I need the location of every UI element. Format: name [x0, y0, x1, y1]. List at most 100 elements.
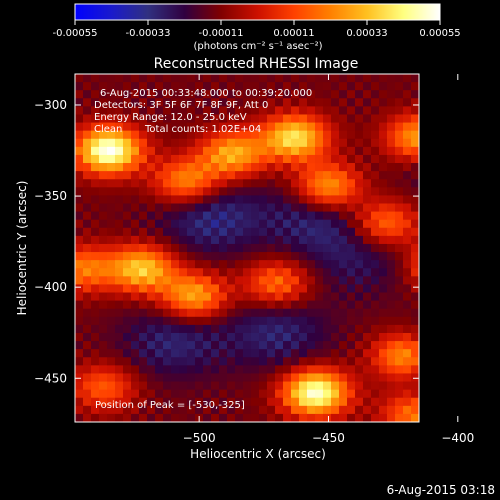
heatmap-cell	[251, 211, 260, 221]
heatmap-cell	[387, 106, 396, 115]
heatmap-cell	[339, 341, 348, 350]
heatmap-cell	[363, 203, 372, 212]
heatmap-cell	[339, 268, 348, 277]
heatmap-cell	[163, 349, 172, 358]
heatmap-cell	[371, 219, 380, 229]
heatmap-cell	[123, 284, 132, 293]
heatmap-cell	[259, 219, 268, 229]
heatmap-cell	[275, 203, 284, 212]
heatmap-cell	[107, 413, 116, 423]
heatmap-cell	[291, 324, 300, 334]
heatmap-cell	[179, 114, 188, 123]
heatmap-cell	[107, 405, 116, 415]
heatmap-cell	[171, 74, 180, 83]
heatmap-cell	[91, 130, 100, 140]
heatmap-cell	[131, 373, 140, 382]
heatmap-cell	[267, 365, 276, 374]
heatmap-cell	[99, 82, 108, 91]
heatmap-cell	[259, 187, 268, 196]
heatmap-cell	[275, 381, 284, 391]
heatmap-cell	[259, 98, 268, 107]
heatmap-cell	[99, 171, 108, 180]
heatmap-cell	[275, 405, 284, 415]
heatmap-cell	[283, 179, 292, 188]
heatmap-cell	[107, 106, 116, 115]
heatmap-cell	[251, 341, 260, 350]
heatmap-cell	[267, 373, 276, 382]
heatmap-cell	[291, 357, 300, 366]
heatmap-cell	[179, 74, 188, 83]
heatmap-cell	[187, 341, 196, 350]
heatmap-cell	[219, 316, 228, 326]
heatmap-cell	[251, 195, 260, 204]
heatmap-cell	[363, 138, 372, 148]
heatmap-cell	[267, 341, 276, 350]
heatmap-cell	[275, 252, 284, 261]
heatmap-cell	[379, 260, 388, 269]
heatmap-image	[75, 74, 420, 423]
heatmap-cell	[147, 235, 156, 245]
heatmap-cell	[371, 203, 380, 212]
heatmap-cell	[203, 373, 212, 382]
heatmap-cell	[363, 316, 372, 326]
heatmap-cell	[395, 227, 404, 237]
heatmap-cell	[275, 389, 284, 399]
heatmap-cell	[403, 341, 412, 350]
heatmap-cell	[227, 397, 236, 407]
heatmap-cell	[195, 389, 204, 399]
heatmap-cell	[299, 114, 308, 123]
heatmap-cell	[267, 187, 276, 196]
heatmap-cell	[323, 284, 332, 293]
heatmap-cell	[163, 154, 172, 164]
heatmap-cell	[139, 405, 148, 415]
heatmap-cell	[91, 292, 100, 301]
heatmap-cell	[307, 171, 316, 180]
heatmap-cell	[155, 397, 164, 407]
heatmap-cell	[131, 106, 140, 115]
heatmap-cell	[187, 235, 196, 245]
heatmap-cell	[259, 349, 268, 358]
heatmap-cell	[115, 268, 124, 277]
heatmap-cell	[99, 187, 108, 196]
heatmap-cell	[299, 187, 308, 196]
heatmap-cell	[179, 308, 188, 318]
heatmap-cell	[347, 163, 356, 172]
heatmap-cell	[187, 163, 196, 172]
heatmap-cell	[75, 365, 84, 374]
heatmap-cell	[203, 146, 212, 156]
heatmap-cell	[283, 365, 292, 374]
heatmap-cell	[75, 389, 84, 399]
heatmap-cell	[99, 90, 108, 99]
heatmap-cell	[323, 219, 332, 229]
heatmap-cell	[115, 308, 124, 318]
heatmap-cell	[179, 252, 188, 261]
heatmap-cell	[267, 195, 276, 204]
heatmap-cell	[363, 389, 372, 399]
heatmap-cell	[115, 82, 124, 91]
heatmap-cell	[171, 284, 180, 293]
heatmap-cell	[155, 357, 164, 366]
heatmap-cell	[411, 219, 420, 229]
heatmap-cell	[275, 284, 284, 293]
heatmap-cell	[307, 260, 316, 269]
heatmap-cell	[203, 195, 212, 204]
heatmap-cell	[379, 211, 388, 221]
heatmap-cell	[83, 106, 92, 115]
heatmap-cell	[75, 349, 84, 358]
heatmap-cell	[291, 252, 300, 261]
heatmap-cell	[75, 74, 84, 83]
heatmap-cell	[91, 268, 100, 277]
heatmap-cell	[251, 349, 260, 358]
heatmap-cell	[363, 357, 372, 366]
heatmap-cell	[315, 114, 324, 123]
heatmap-cell	[171, 389, 180, 399]
heatmap-cell	[339, 365, 348, 374]
heatmap-cell	[115, 373, 124, 382]
heatmap-cell	[139, 308, 148, 318]
heatmap-cell	[187, 284, 196, 293]
heatmap-cell	[275, 130, 284, 140]
heatmap-cell	[395, 219, 404, 229]
heatmap-cell	[347, 292, 356, 301]
heatmap-cell	[347, 389, 356, 399]
y-tick-label: −300	[34, 98, 67, 112]
